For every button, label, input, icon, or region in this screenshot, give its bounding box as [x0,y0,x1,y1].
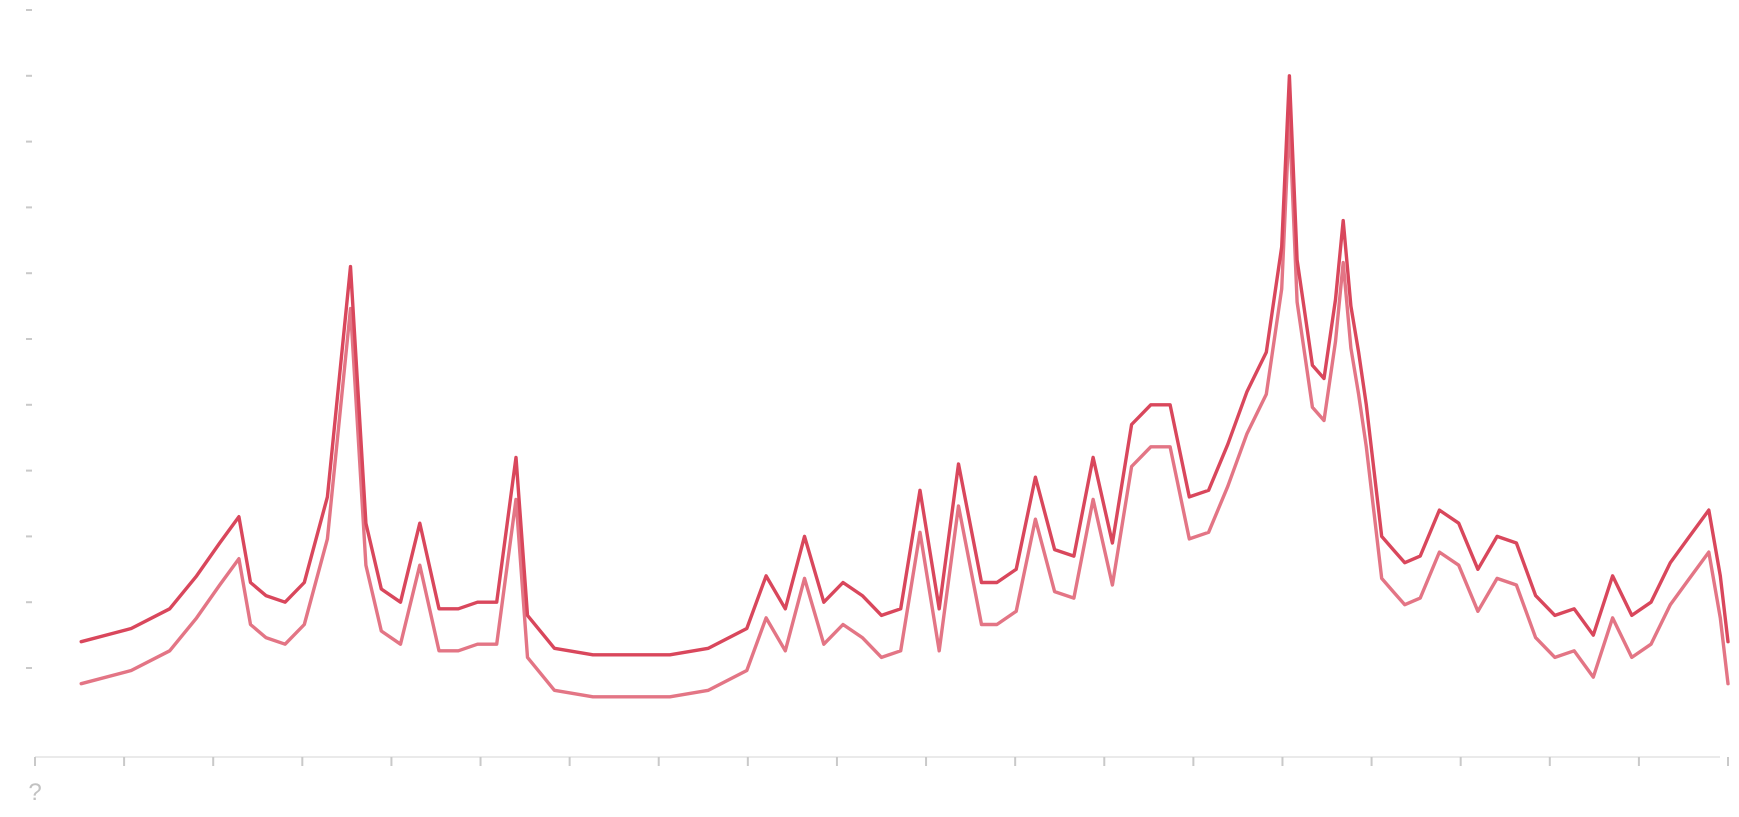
y-axis-ticks [26,9,32,669]
x-tick-label: ? [28,779,41,806]
x-axis-ticks [34,757,1729,766]
series-line [79,74,1730,657]
x-tick-labels: ? [28,779,41,806]
series-echo-line [79,116,1730,699]
series-traces [79,74,1730,699]
